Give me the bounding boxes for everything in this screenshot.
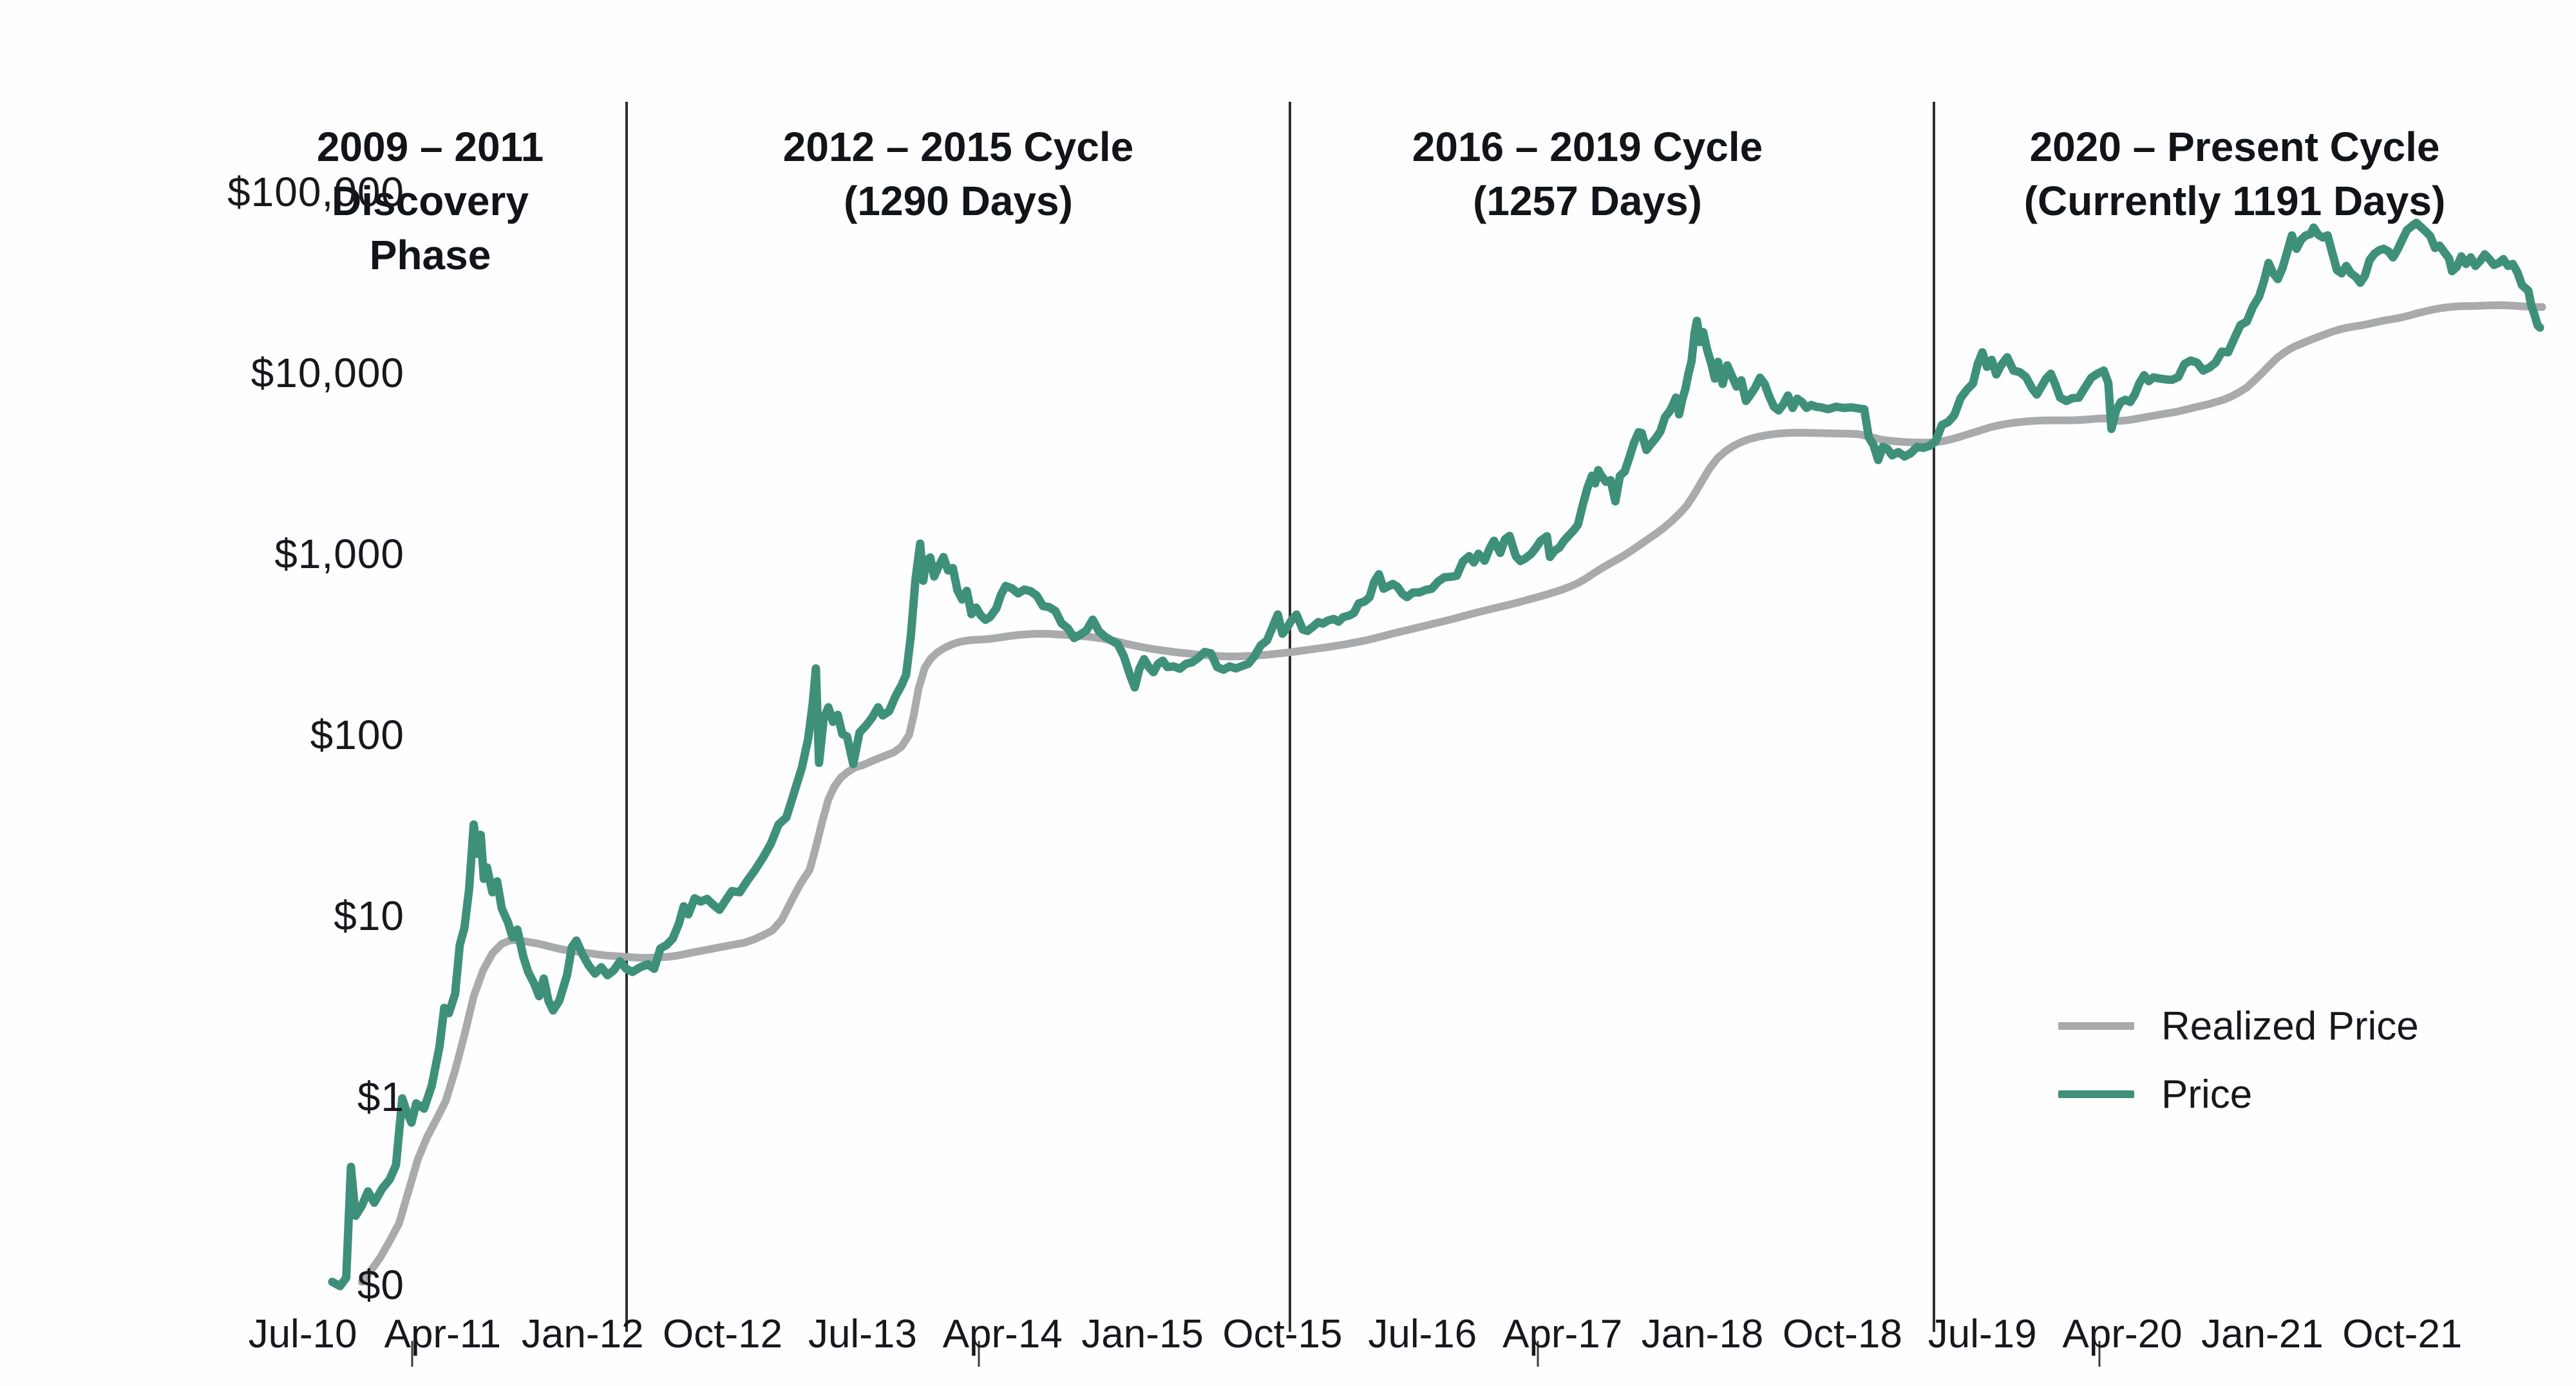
legend-row-realized-price: Realized Price	[2058, 992, 2419, 1060]
y-axis-label: $10	[334, 893, 404, 939]
cycle-title-line: 2020 – Present Cycle	[2029, 124, 2440, 170]
cycle-title-line: 2009 – 2011	[316, 124, 544, 170]
legend: Realized Price Price	[2058, 992, 2419, 1128]
realized-price-line	[357, 301, 2546, 1286]
cycle-title-line: (Currently 1191 Days)	[2023, 178, 2446, 224]
cycle-title-3: 2016 – 2019 Cycle (1257 Days)	[1265, 120, 1909, 228]
y-axis-label: $100	[310, 712, 404, 758]
cycle-title-line: 2016 – 2019 Cycle	[1412, 124, 1763, 170]
cycle-title-line: (1290 Days)	[844, 178, 1073, 224]
cycle-title-2: 2012 – 2015 Cycle (1290 Days)	[636, 120, 1280, 228]
x-axis-label: Jul-16	[1368, 1312, 1477, 1356]
x-axis-minor-ticks	[411, 1341, 2101, 1367]
cycle-divider-lines	[625, 102, 1935, 1332]
y-axis-label: $0	[357, 1262, 404, 1308]
x-axis-label: Apr-20	[2062, 1312, 2183, 1356]
x-axis-label: Oct-15	[1222, 1312, 1343, 1356]
x-axis-label: Apr-11	[384, 1312, 502, 1356]
legend-label-realized-price: Realized Price	[2161, 1003, 2419, 1049]
cycle-title-line: Discovery	[332, 178, 529, 224]
legend-row-price: Price	[2058, 1060, 2419, 1128]
x-axis-label: Oct-18	[1782, 1312, 1902, 1356]
cycle-title-line: 2012 – 2015 Cycle	[782, 124, 1134, 170]
y-axis-label: $10,000	[251, 350, 404, 396]
x-axis-label: Apr-14	[942, 1312, 1063, 1356]
x-axis-label: Oct-21	[2342, 1312, 2463, 1356]
x-axis-label: Jul-19	[1927, 1312, 2037, 1356]
x-axis-label: Jan-21	[2201, 1312, 2324, 1356]
x-axis-label: Jan-12	[521, 1312, 644, 1356]
x-axis-label: Jan-18	[1641, 1312, 1764, 1356]
price-line	[328, 218, 2544, 1291]
x-axis-label: Jul-10	[248, 1312, 357, 1356]
y-axis-label: $1	[357, 1074, 404, 1120]
x-axis-label: Jul-13	[808, 1312, 917, 1356]
cycle-title-line: (1257 Days)	[1473, 178, 1702, 224]
realized-price-swatch	[2058, 1022, 2134, 1030]
cycle-title-4: 2020 – Present Cycle (Currently 1191 Days…	[1913, 120, 2557, 228]
cycle-title-1: 2009 – 2011 Discovery Phase	[108, 120, 752, 282]
x-axis-label: Jan-15	[1081, 1312, 1204, 1356]
legend-label-price: Price	[2161, 1072, 2253, 1117]
x-axis-label: Apr-17	[1502, 1312, 1623, 1356]
cycle-title-line: Phase	[369, 232, 491, 278]
price-swatch	[2058, 1090, 2134, 1098]
y-axis-label: $100,000	[227, 169, 404, 215]
x-axis-label: Oct-12	[663, 1312, 783, 1356]
y-axis-label: $1,000	[274, 531, 404, 577]
